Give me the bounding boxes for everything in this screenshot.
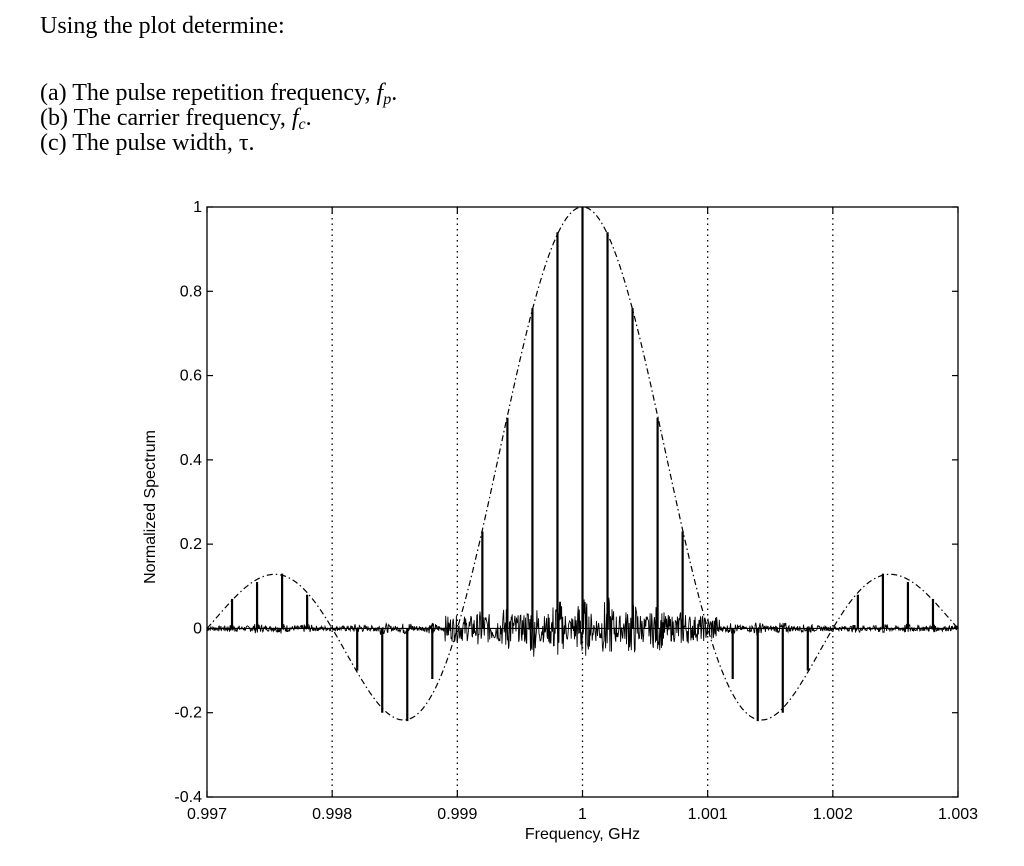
y-axis-label: Normalized Spectrum [142, 430, 159, 584]
tick-labels: 0.997 0.998 0.999 1 1.001 1.002 1.003 1 0.8 0.6 0.… [174, 199, 978, 823]
noise-line [206, 596, 959, 657]
x-tick-label: 1.001 [688, 806, 728, 823]
x-tick-label: 0.997 [187, 806, 227, 823]
question-item-b-symbol: f [291, 105, 299, 131]
y-tick-label: 1 [193, 199, 202, 216]
question-item-b-subscript: c [298, 116, 306, 133]
x-tick-label: 1.002 [813, 806, 853, 823]
x-tick-label: 1.003 [938, 806, 978, 823]
x-tick-label: 1 [578, 806, 587, 823]
question-intro: Using the plot determine: [40, 13, 285, 39]
question-item-c-text: (c) The pulse width, τ. [40, 130, 255, 156]
question-item-a-text: (a) The pulse repetition frequency, [40, 80, 377, 106]
question-item-b: (b) The carrier frequency, fc. [40, 106, 312, 133]
x-axis-label: Frequency, GHz [525, 826, 640, 843]
y-tick-label: -0.2 [174, 705, 202, 722]
axis-ticks [206, 206, 959, 798]
question-item-a-symbol: f [376, 80, 384, 106]
y-tick-label: 0.6 [180, 368, 202, 385]
x-tick-label: 0.998 [312, 806, 352, 823]
question-item-a: (a) The pulse repetition frequency, fp. [40, 81, 397, 108]
x-tick-label: 0.999 [437, 806, 477, 823]
y-tick-label: 0.4 [180, 452, 202, 469]
spectral-lines [230, 207, 935, 722]
question-item-a-subscript: p [383, 91, 392, 108]
y-tick-label: 0 [193, 620, 202, 637]
y-tick-label: -0.4 [174, 789, 202, 806]
question-item-b-text: (b) The carrier frequency, [40, 105, 292, 131]
question-item-a-end: . [391, 80, 398, 106]
y-tick-label: 0.2 [180, 536, 202, 553]
question-item-c: (c) The pulse width, τ. [40, 131, 255, 155]
y-tick-label: 0.8 [180, 283, 202, 300]
question-item-b-end: . [305, 105, 312, 131]
